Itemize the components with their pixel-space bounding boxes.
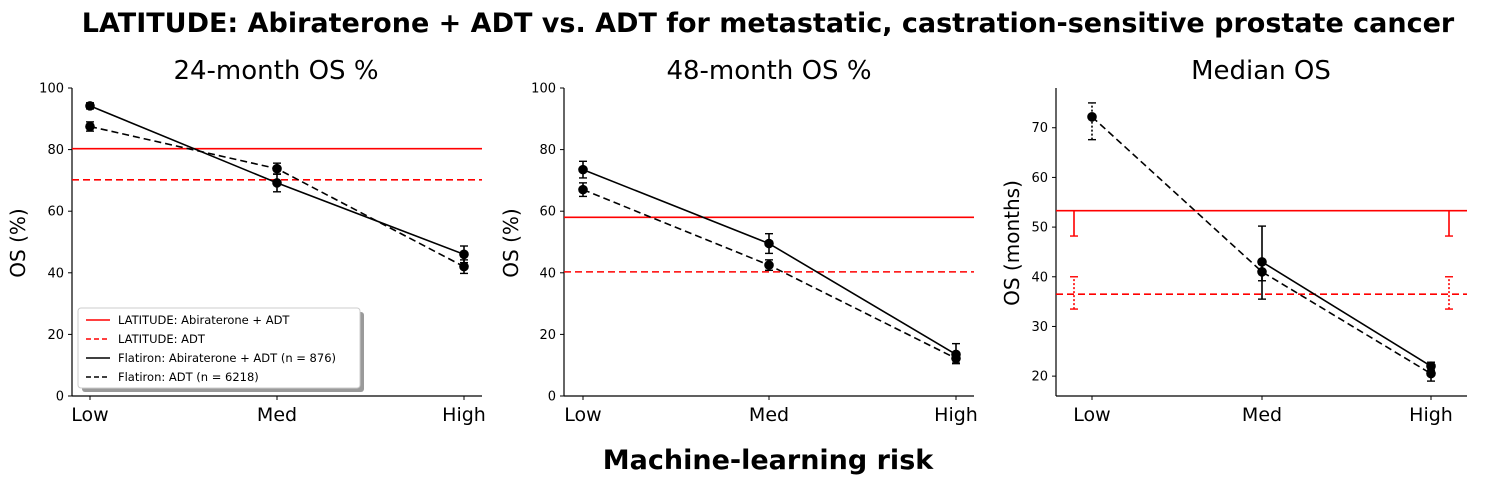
x-tick-label: Low — [564, 404, 601, 426]
y-tick-label: 60 — [47, 205, 64, 220]
series-line — [89, 125, 465, 268]
figure-xlabel: Machine-learning risk — [603, 445, 934, 476]
y-tick-label: 100 — [531, 82, 556, 97]
x-tick-label: Low — [71, 404, 108, 426]
data-point — [1087, 112, 1097, 122]
panel-title: 48-month OS % — [666, 56, 871, 86]
y-tick-label: 30 — [1031, 320, 1048, 335]
x-tick-label: Low — [1073, 404, 1110, 426]
data-point — [1257, 267, 1267, 277]
y-tick-label: 40 — [1031, 270, 1048, 285]
legend-label: LATITUDE: Abiraterone + ADT — [118, 313, 290, 327]
legend: LATITUDE: Abiraterone + ADT LATITUDE: ADT… — [77, 307, 364, 392]
data-point — [459, 261, 469, 272]
panel-median-os: Median OS OS (months) 20 30 40 50 60 70 Low Med… — [1000, 56, 1467, 426]
data-point — [951, 353, 961, 364]
y-tick-label: 40 — [47, 266, 64, 281]
x-tick-label: Med — [257, 404, 297, 426]
y-axis-label: OS (months) — [1000, 180, 1024, 306]
y-tick-label: 20 — [539, 328, 556, 343]
y-tick-label: 40 — [539, 266, 556, 281]
legend-label: Flatiron: ADT (n = 6218) — [118, 370, 259, 384]
series-line — [582, 188, 957, 360]
legend-label: LATITUDE: ADT — [118, 332, 206, 346]
data-point — [272, 178, 282, 188]
data-point — [459, 249, 469, 260]
y-tick-label: 0 — [56, 390, 64, 405]
y-tick-label: 80 — [47, 143, 64, 158]
x-tick-label: High — [1409, 404, 1453, 426]
x-tick-label: High — [934, 404, 978, 426]
data-point — [85, 101, 95, 111]
y-tick-label: 20 — [1031, 370, 1048, 385]
x-tick-label: Med — [749, 404, 789, 426]
y-tick-label: 80 — [539, 143, 556, 158]
figure-title: LATITUDE: Abiraterone + ADT vs. ADT for … — [82, 8, 1455, 39]
data-point — [764, 260, 774, 270]
data-point — [764, 238, 774, 249]
panel-title: Median OS — [1191, 56, 1331, 86]
data-point — [272, 163, 282, 174]
panel-title: 24-month OS % — [173, 56, 378, 86]
x-tick-label: High — [442, 404, 486, 426]
series-line — [1261, 261, 1432, 367]
data-point — [85, 121, 95, 132]
y-tick-label: 60 — [539, 205, 556, 220]
legend-frame — [77, 307, 361, 389]
y-axis-label: OS (%) — [499, 208, 523, 277]
data-point — [1426, 368, 1436, 379]
data-point — [1426, 361, 1436, 371]
y-axis-label: OS (%) — [6, 208, 30, 277]
panel-48-month-os: 48-month OS % OS (%) 0 20 40 60 80 100 Low Med H… — [499, 56, 978, 426]
y-tick-label: 0 — [548, 390, 556, 405]
data-point — [578, 164, 588, 175]
y-tick-label: 100 — [39, 82, 64, 97]
legend-label: Flatiron: Abiraterone + ADT (n = 876) — [118, 351, 336, 365]
panel-24-month-os: 24-month OS % OS (%) 0 20 40 60 80 100 Low Med H… — [6, 56, 486, 426]
data-point — [578, 184, 588, 195]
x-tick-label: Med — [1242, 404, 1282, 426]
y-tick-label: 60 — [1031, 171, 1048, 186]
y-tick-label: 50 — [1031, 221, 1048, 236]
y-tick-label: 20 — [47, 328, 64, 343]
y-tick-label: 70 — [1031, 121, 1048, 136]
